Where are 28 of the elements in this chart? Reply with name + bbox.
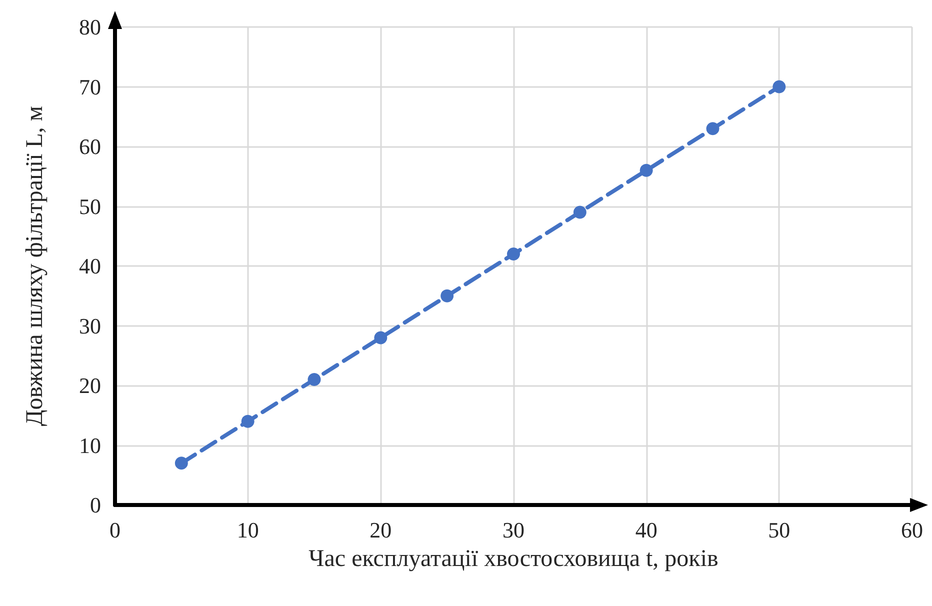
point (308, 373, 321, 386)
point (507, 248, 520, 261)
y-tick-label: 30 (79, 313, 101, 338)
y-tick-label: 0 (90, 492, 101, 518)
y-axis-title: Довжина шляху фільтрації L, м (22, 106, 48, 426)
point (241, 414, 254, 428)
point (440, 289, 454, 302)
x-tick-label: 60 (901, 518, 923, 542)
point (706, 122, 720, 136)
x-axis-title: Час експлуатації хвостосховища t, років (308, 546, 718, 572)
x-tick-label: 20 (370, 518, 392, 542)
y-tick-label: 80 (79, 14, 101, 40)
y-tick-label: 20 (79, 373, 101, 398)
y-tick-label: 10 (79, 432, 101, 458)
y-tick-label: 50 (79, 194, 101, 219)
y-tick-label: 70 (79, 74, 101, 100)
x-tick-label: 40 (635, 518, 658, 542)
point (573, 206, 586, 219)
x-tick-label: 30 (502, 518, 524, 542)
point (174, 456, 188, 470)
x-tick-label: 0 (110, 518, 120, 542)
x-tick-label: 50 (768, 518, 790, 542)
point (374, 331, 388, 344)
x-tick-label: 10 (236, 518, 259, 542)
y-tick-label: 60 (79, 134, 101, 159)
y-tick-label: 40 (79, 254, 101, 278)
point (640, 164, 653, 177)
point (772, 80, 786, 94)
